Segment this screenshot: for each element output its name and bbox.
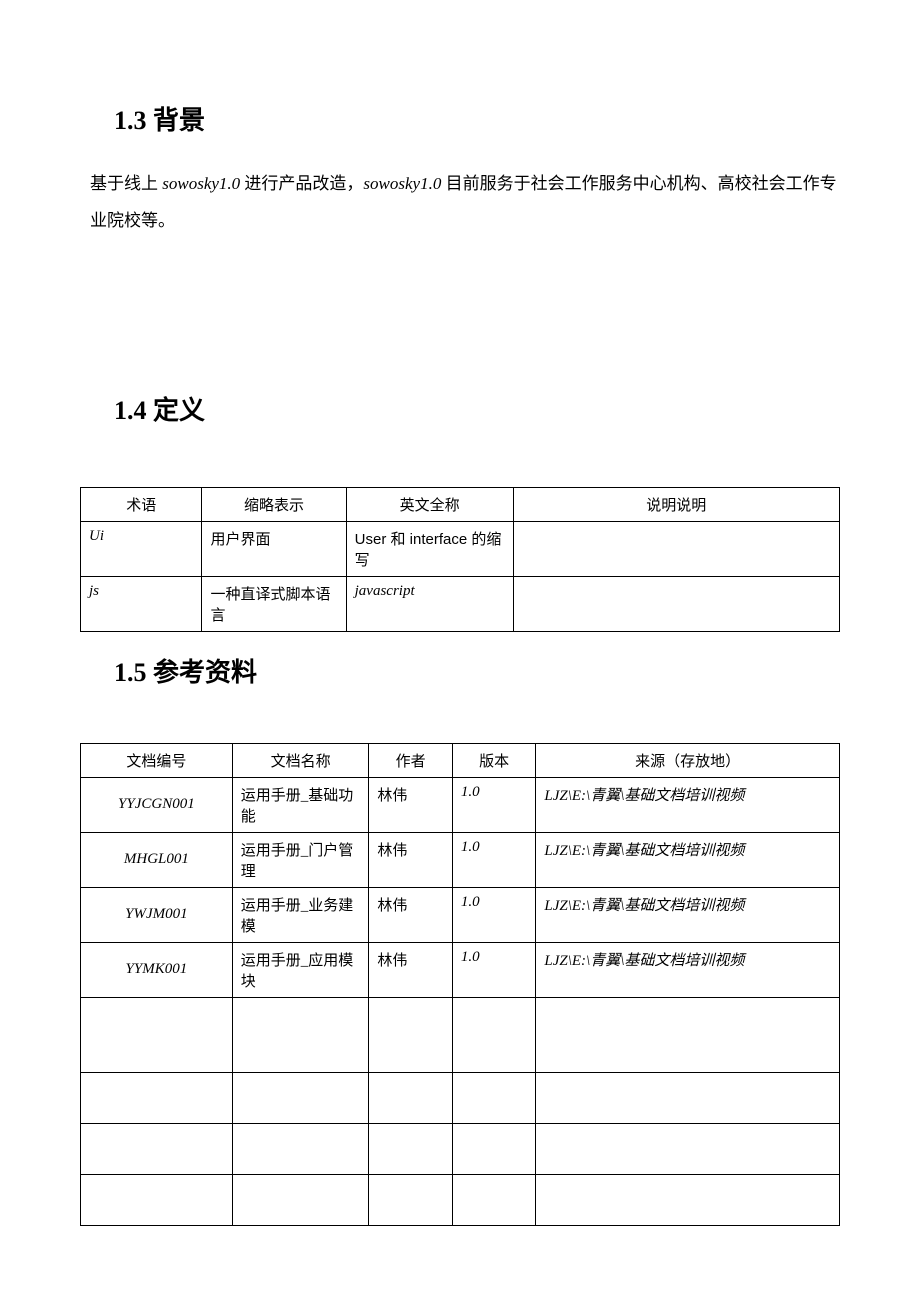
para-product-2: sowosky1.0 [363,174,441,193]
cell-docid: MHGL001 [81,832,233,887]
cell-source: LJZ\E:\青翼\基础文档培训视频 [536,832,840,887]
cell-abbr: 用户界面 [202,521,346,576]
heading-1-3: 1.3 背景 [114,100,840,137]
col-version: 版本 [452,743,535,777]
cell-desc [513,521,839,576]
col-author: 作者 [369,743,452,777]
table-row: Ui 用户界面 User 和 interface 的缩写 [81,521,840,576]
table-row-empty [81,997,840,1072]
table-row-empty [81,1174,840,1225]
cell-version: 1.0 [452,832,535,887]
cell-source: LJZ\E:\青翼\基础文档培训视频 [536,777,840,832]
para-text-pre: 基于线上 [90,174,162,193]
cell-docname: 运用手册_业务建模 [232,887,369,942]
cell-desc [513,576,839,631]
heading-1-5: 1.5 参考资料 [114,652,840,689]
table-header-row: 文档编号 文档名称 作者 版本 来源（存放地） [81,743,840,777]
references-table: 文档编号 文档名称 作者 版本 来源（存放地） YYJCGN001 运用手册_基… [80,743,840,1226]
table-row: js 一种直译式脚本语言 javascript [81,576,840,631]
table-row-empty [81,1072,840,1123]
cell-abbr: 一种直译式脚本语言 [202,576,346,631]
col-term: 术语 [81,487,202,521]
col-abbr: 缩略表示 [202,487,346,521]
cell-term: js [81,576,202,631]
cell-author: 林伟 [369,777,452,832]
cell-docname: 运用手册_应用模块 [232,942,369,997]
heading-1-4: 1.4 定义 [114,390,840,427]
cell-term: Ui [81,521,202,576]
col-desc: 说明说明 [513,487,839,521]
col-docname: 文档名称 [232,743,369,777]
definitions-table: 术语 缩略表示 英文全称 说明说明 Ui 用户界面 User 和 interfa… [80,487,840,632]
cell-docid: YYJCGN001 [81,777,233,832]
cell-version: 1.0 [452,942,535,997]
table-row-empty [81,1123,840,1174]
cell-english: javascript [346,576,513,631]
para-product-1: sowosky1.0 [162,174,240,193]
cell-english: User 和 interface 的缩写 [346,521,513,576]
cell-docname: 运用手册_门户管理 [232,832,369,887]
table-row: YYMK001 运用手册_应用模块 林伟 1.0 LJZ\E:\青翼\基础文档培… [81,942,840,997]
col-docid: 文档编号 [81,743,233,777]
cell-version: 1.0 [452,887,535,942]
cell-author: 林伟 [369,832,452,887]
col-english: 英文全称 [346,487,513,521]
col-source: 来源（存放地） [536,743,840,777]
cell-docname: 运用手册_基础功能 [232,777,369,832]
cell-source: LJZ\E:\青翼\基础文档培训视频 [536,942,840,997]
cell-version: 1.0 [452,777,535,832]
paragraph-1-3: 基于线上 sowosky1.0 进行产品改造，sowosky1.0 目前服务于社… [90,165,840,240]
para-text-mid: 进行产品改造， [240,174,363,193]
cell-author: 林伟 [369,942,452,997]
cell-docid: YWJM001 [81,887,233,942]
cell-source: LJZ\E:\青翼\基础文档培训视频 [536,887,840,942]
document-page: 1.3 背景 基于线上 sowosky1.0 进行产品改造，sowosky1.0… [0,0,920,1306]
cell-docid: YYMK001 [81,942,233,997]
cell-author: 林伟 [369,887,452,942]
table-row: YYJCGN001 运用手册_基础功能 林伟 1.0 LJZ\E:\青翼\基础文… [81,777,840,832]
table-header-row: 术语 缩略表示 英文全称 说明说明 [81,487,840,521]
table-row: MHGL001 运用手册_门户管理 林伟 1.0 LJZ\E:\青翼\基础文档培… [81,832,840,887]
table-row: YWJM001 运用手册_业务建模 林伟 1.0 LJZ\E:\青翼\基础文档培… [81,887,840,942]
